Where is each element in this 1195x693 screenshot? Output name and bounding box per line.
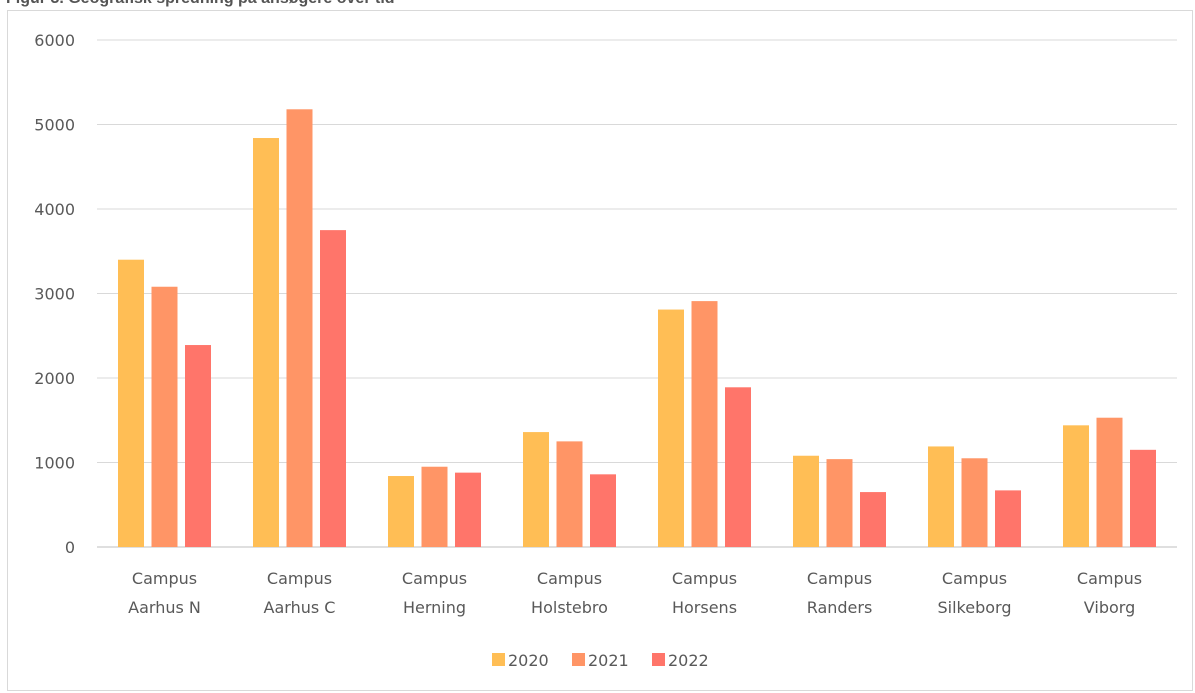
bar-2021 <box>961 458 988 547</box>
bar-2021 <box>556 441 583 547</box>
y-tick-label: 5000 <box>34 116 75 135</box>
bar-2021 <box>691 301 718 547</box>
bar-2022 <box>995 490 1021 547</box>
x-tick-label: Campus <box>537 569 602 588</box>
x-tick-label: Campus <box>267 569 332 588</box>
bar-2022 <box>185 345 211 547</box>
x-tick-label: Holstebro <box>531 598 608 617</box>
x-tick-label: Campus <box>1077 569 1142 588</box>
bar-2021 <box>286 109 313 547</box>
x-tick-label: Viborg <box>1084 598 1135 617</box>
x-tick-label: Horsens <box>672 598 737 617</box>
legend-label: 2020 <box>508 651 549 670</box>
legend-swatch-2021 <box>572 653 585 666</box>
y-tick-label: 1000 <box>34 454 75 473</box>
x-axis: Campus Aarhus N Campus Aarhus C Campus Hernin… <box>128 569 1142 617</box>
legend-swatch-2020 <box>492 653 505 666</box>
bar-2020 <box>388 476 414 547</box>
x-tick-label: Randers <box>807 598 873 617</box>
bar-2020 <box>793 455 819 547</box>
legend-swatch-2022 <box>652 653 665 666</box>
bars <box>118 109 1156 547</box>
x-tick-label: Silkeborg <box>938 598 1012 617</box>
legend-label: 2022 <box>668 651 709 670</box>
legend-label: 2021 <box>588 651 629 670</box>
y-tick-label: 6000 <box>34 31 75 50</box>
x-tick-label: Campus <box>807 569 872 588</box>
bar-2021 <box>421 466 448 547</box>
bar-2021 <box>826 459 853 547</box>
bar-2022 <box>1130 449 1156 547</box>
y-tick-label: 3000 <box>34 285 75 304</box>
bar-2021 <box>151 286 178 547</box>
y-tick-label: 0 <box>65 538 75 557</box>
bar-2022 <box>725 387 751 547</box>
x-tick-label: Campus <box>942 569 1007 588</box>
x-tick-label: Aarhus N <box>128 598 201 617</box>
bar-2020 <box>523 432 549 547</box>
x-tick-label: Campus <box>132 569 197 588</box>
bar-2022 <box>320 230 346 547</box>
y-axis: 0 1000 2000 3000 4000 5000 6000 <box>34 31 75 557</box>
bar-2020 <box>658 309 684 547</box>
y-tick-label: 4000 <box>34 200 75 219</box>
x-tick-label: Campus <box>672 569 737 588</box>
bar-2022 <box>860 492 886 547</box>
bar-2020 <box>928 446 954 547</box>
bar-2020 <box>118 259 144 547</box>
y-tick-label: 2000 <box>34 369 75 388</box>
bar-2022 <box>455 472 481 547</box>
x-tick-label: Herning <box>403 598 466 617</box>
bar-2020 <box>253 138 279 547</box>
chart-title: Figur 3. Geografisk spredning på ansøger… <box>6 0 395 8</box>
x-tick-label: Aarhus C <box>264 598 336 617</box>
bar-2020 <box>1063 425 1089 547</box>
x-tick-label: Campus <box>402 569 467 588</box>
bar-2021 <box>1096 417 1123 547</box>
legend: 2020 2021 2022 <box>492 651 709 670</box>
bar-2022 <box>590 474 616 547</box>
